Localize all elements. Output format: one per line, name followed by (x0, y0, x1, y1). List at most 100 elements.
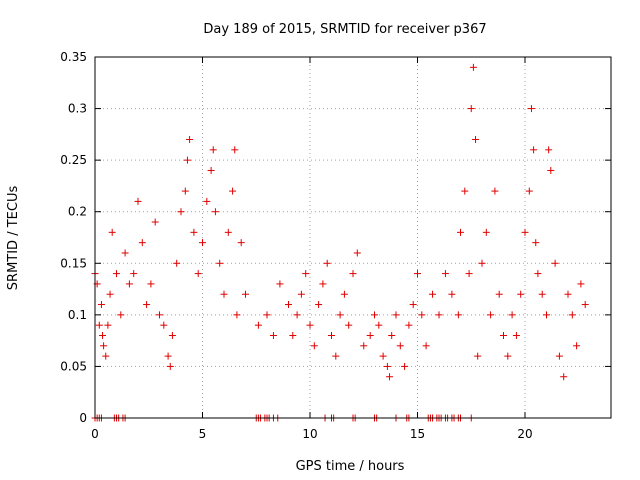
data-point (207, 166, 215, 174)
data-point (168, 331, 176, 339)
y-tick-label: 0.3 (68, 102, 87, 116)
data-point (491, 187, 499, 195)
data-point (166, 362, 174, 370)
data-point (564, 290, 572, 298)
y-tick-label: 0.15 (60, 256, 87, 270)
data-point (560, 373, 568, 381)
data-point (530, 146, 538, 154)
data-point (186, 136, 194, 144)
data-point (551, 259, 559, 267)
chart-title: Day 189 of 2015, SRMTID for receiver p36… (203, 22, 486, 37)
data-point (209, 146, 217, 154)
data-point (104, 321, 112, 329)
data-point (138, 239, 146, 247)
data-point (573, 342, 581, 350)
data-point (229, 187, 237, 195)
data-point (547, 166, 555, 174)
data-point (469, 63, 477, 71)
data-point (461, 187, 469, 195)
data-point (521, 228, 529, 236)
data-point (151, 218, 159, 226)
data-point (237, 239, 245, 247)
data-point (310, 342, 318, 350)
data-point (345, 321, 353, 329)
data-point (512, 331, 520, 339)
grid (95, 57, 611, 418)
data-point (538, 290, 546, 298)
data-point (457, 228, 464, 236)
data-point (190, 228, 198, 236)
data-point (482, 228, 490, 236)
data-point (532, 239, 540, 247)
data-point (467, 105, 475, 113)
data-point (211, 208, 219, 216)
data-point (577, 280, 585, 288)
y-tick-label: 0.1 (68, 308, 87, 322)
data-point (130, 270, 138, 278)
data-point (474, 352, 482, 360)
x-tick-label: 0 (91, 427, 99, 441)
data-point (527, 105, 535, 113)
data-point (224, 228, 232, 236)
data-point (242, 290, 249, 298)
data-point (143, 301, 151, 309)
data-point (487, 311, 495, 319)
data-point (581, 301, 589, 309)
data-point (102, 352, 110, 360)
data-point (332, 352, 340, 360)
data-point (429, 290, 437, 298)
data-point (125, 280, 133, 288)
y-tick-label: 0.05 (60, 359, 87, 373)
data-point (306, 321, 314, 329)
data-point (263, 311, 271, 319)
data-point (500, 331, 507, 339)
data-point (534, 270, 542, 278)
data-point (371, 311, 378, 319)
data-point (203, 197, 211, 205)
data-point (543, 311, 550, 319)
y-tick-label: 0.25 (60, 153, 87, 167)
data-point (392, 311, 400, 319)
y-axis-label: SRMTID / TECUs (6, 186, 21, 291)
data-point (164, 352, 172, 360)
data-point (568, 311, 576, 319)
data-point (199, 239, 206, 247)
data-point (181, 187, 189, 195)
data-point (121, 249, 129, 257)
data-point (289, 331, 297, 339)
data-point (353, 249, 361, 257)
y-tick-label: 0.2 (68, 205, 87, 219)
data-point (454, 311, 462, 319)
data-point (134, 197, 142, 205)
data-point (276, 280, 284, 288)
data-point (435, 311, 443, 319)
data-point (379, 352, 387, 360)
x-tick-label: 15 (410, 427, 425, 441)
data-point (472, 136, 480, 144)
data-point (233, 311, 241, 319)
data-point (545, 146, 553, 154)
data-point (319, 280, 327, 288)
data-point (504, 352, 512, 360)
data-point (160, 321, 168, 329)
data-point (323, 259, 331, 267)
data-point (297, 290, 305, 298)
data-point (517, 290, 525, 298)
data-point (231, 146, 239, 154)
data-point (525, 187, 533, 195)
data-point (147, 280, 155, 288)
data-points (91, 63, 589, 422)
data-point (366, 331, 374, 339)
data-point (220, 290, 228, 298)
data-point (418, 311, 426, 319)
data-point (396, 342, 404, 350)
data-point (108, 228, 116, 236)
data-point (293, 311, 301, 319)
data-point (375, 321, 383, 329)
axis-ticks: 0 0.05 0.1 0.15 0.2 0.25 0.3 0.35 0 5 10 15 20 (60, 50, 611, 441)
y-tick-label: 0 (79, 411, 87, 425)
data-point (555, 352, 563, 360)
data-point (441, 270, 449, 278)
data-point (383, 362, 391, 370)
